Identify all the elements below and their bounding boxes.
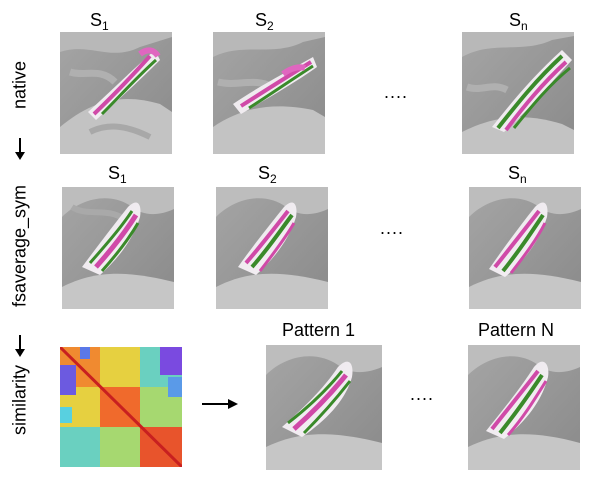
subject-2-label: S2 bbox=[255, 10, 274, 33]
subject-1-label: S1 bbox=[108, 163, 127, 186]
row-label-fsaverage-sym: fsaverage_sym bbox=[9, 184, 30, 308]
brain-native-s1 bbox=[60, 32, 172, 154]
similarity-matrix bbox=[60, 347, 182, 467]
brain-fsaverage-s2 bbox=[216, 187, 328, 309]
brain-pattern-n bbox=[468, 345, 580, 470]
brain-native-sn bbox=[462, 32, 574, 154]
subject-2-label: S2 bbox=[258, 163, 277, 186]
down-arrow-icon bbox=[15, 138, 25, 160]
brain-native-s2 bbox=[213, 32, 325, 154]
row-label-native: native bbox=[9, 60, 30, 110]
brain-pattern-1 bbox=[266, 345, 382, 470]
brain-fsaverage-sn bbox=[469, 187, 581, 309]
subject-n-label: Sn bbox=[509, 10, 528, 33]
ellipsis: .... bbox=[380, 218, 405, 238]
ellipsis: .... bbox=[384, 82, 409, 102]
subject-n-label: Sn bbox=[508, 163, 527, 186]
down-arrow-icon bbox=[15, 335, 25, 357]
right-arrow-icon bbox=[202, 399, 238, 409]
pattern-n-label: Pattern N bbox=[478, 320, 555, 340]
ellipsis: .... bbox=[410, 384, 435, 404]
subject-1-label: S1 bbox=[90, 10, 109, 33]
row-label-similarity: similarity bbox=[9, 365, 30, 435]
pattern-1-label: Pattern 1 bbox=[282, 320, 356, 340]
brain-fsaverage-s1 bbox=[62, 187, 174, 309]
